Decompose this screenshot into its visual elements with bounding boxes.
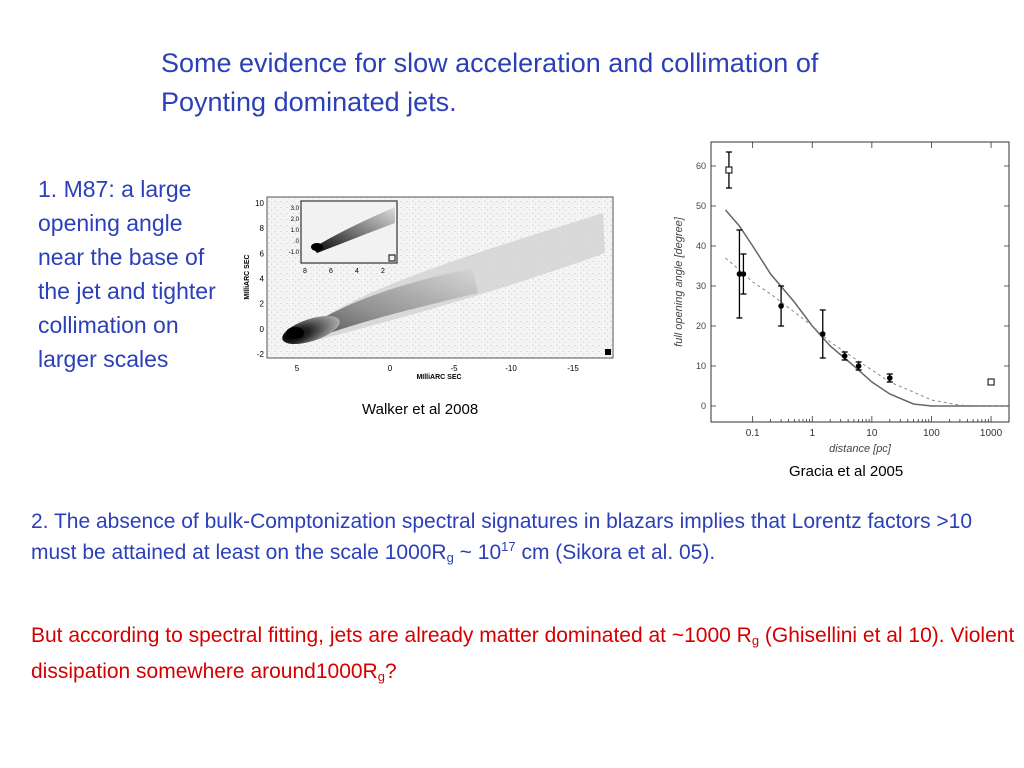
data-point — [819, 331, 826, 337]
y-tick-label: 40 — [696, 241, 706, 251]
x-tick-labels: 0.1 1 10 100 1000 — [746, 428, 1003, 439]
y-tick-labels: 0 10 20 30 40 50 60 — [696, 161, 706, 411]
inset-x-tick-label: 2 — [381, 268, 385, 275]
y-axis-label: MIlliARC SEC — [244, 254, 251, 299]
walker-caption: Walker et al 2008 — [362, 401, 479, 418]
x-tick-label: -15 — [567, 364, 579, 373]
data-point-square — [725, 166, 733, 174]
slide-title: Some evidence for slow acceleration and … — [161, 48, 819, 117]
point2-sup-17: 17 — [501, 539, 516, 554]
x-tick-label: 0.1 — [746, 428, 760, 439]
y-tick-label: -2 — [257, 350, 265, 359]
y-tick-label: 30 — [696, 281, 706, 291]
point2-text-c: cm (Sikora et al. 05). — [515, 541, 716, 564]
x-tick-label: -10 — [505, 364, 517, 373]
opening-angle-chart: 0 10 20 30 40 50 60 0.1 1 10 100 1000 distance [pc… — [673, 141, 1010, 455]
inset-x-tick-label: 8 — [303, 268, 307, 275]
x-tick-label: 100 — [923, 428, 940, 439]
data-point — [855, 363, 862, 369]
y-tick-label: 4 — [260, 275, 265, 284]
inset-y-tick-label: .0 — [294, 239, 300, 245]
inset-x-tick-label: 6 — [329, 268, 333, 275]
point3-sub-g2: g — [377, 669, 385, 684]
gracia-caption: Gracia et al 2005 — [789, 463, 904, 480]
inset-y-tick-label: 3.0 — [291, 206, 300, 212]
inset-y-tick-labels: 3.0 2.0 1.0 .0 -1.0 — [289, 206, 300, 256]
m87-jet-image: 10 8 6 4 2 0 -2 5 0 -5 -10 -15 3.0 2.0 1.0 .0 -1.0 8 6 4… — [244, 196, 614, 381]
inset-y-tick-label: 2.0 — [291, 217, 300, 223]
y-tick-label: 8 — [260, 224, 265, 233]
y-tick-label: 0 — [701, 401, 706, 411]
data-point — [841, 353, 848, 359]
solid-model-curve — [724, 209, 1009, 407]
y-tick-label: 2 — [260, 300, 265, 309]
data-point — [740, 271, 747, 277]
y-tick-label: 20 — [696, 321, 706, 331]
x-tick-label: 1 — [809, 428, 815, 439]
y-tick-label: 60 — [696, 161, 706, 171]
x-tick-label: 5 — [295, 364, 300, 373]
plot-frame — [710, 141, 1010, 423]
data-point — [887, 375, 893, 381]
x-tick-label: -5 — [450, 364, 458, 373]
x-tick-labels: 5 0 -5 -10 -15 — [295, 364, 580, 373]
point3-text-a: But according to spectral fitting, jets … — [31, 624, 752, 647]
y-tick-label: 50 — [696, 201, 706, 211]
inset-x-tick-labels: 8 6 4 2 — [303, 268, 385, 275]
data-point — [778, 303, 784, 309]
inset-y-tick-label: 1.0 — [291, 228, 300, 234]
inset-x-tick-label: 4 — [355, 268, 359, 275]
y-tick-label: 0 — [260, 325, 265, 334]
data-point-square — [987, 378, 995, 386]
y-tick-label: 6 — [260, 249, 265, 258]
point3-text-c: ? — [384, 660, 397, 683]
y-tick-label: 10 — [696, 361, 706, 371]
x-tick-label: 10 — [866, 428, 878, 439]
point3-sub-g1: g — [751, 633, 760, 648]
point2-text-a: 2. The absence of bulk-Comptonization sp… — [31, 510, 973, 564]
x-tick-label: 0 — [388, 364, 393, 373]
y-tick-labels: 10 8 6 4 2 0 -2 — [255, 199, 264, 359]
point2-text-b: ~ 10 — [453, 541, 502, 564]
point3-text-b: (Ghisellini et al 10). Violent dissipati… — [31, 624, 1015, 683]
x-axis-label: MIlliARC SEC — [416, 374, 461, 381]
x-tick-label: 1000 — [980, 428, 1003, 439]
data-point — [736, 271, 743, 277]
y-axis-label: full opening angle [degree] — [673, 216, 685, 347]
y-tick-label: 10 — [255, 199, 264, 208]
point-matter-dominated: But according to spectral fitting, jets … — [31, 620, 1021, 692]
point-bulk-comptonization: 2. The absence of bulk-Comptonization sp… — [31, 506, 991, 573]
dashed-model-curve — [725, 257, 1009, 407]
point2-sub-g: g — [446, 550, 454, 565]
inset-y-tick-label: -1.0 — [289, 250, 300, 256]
point-m87: 1. M87: a large opening angle near the b… — [38, 176, 216, 372]
x-axis-label: distance [pc] — [829, 443, 892, 455]
